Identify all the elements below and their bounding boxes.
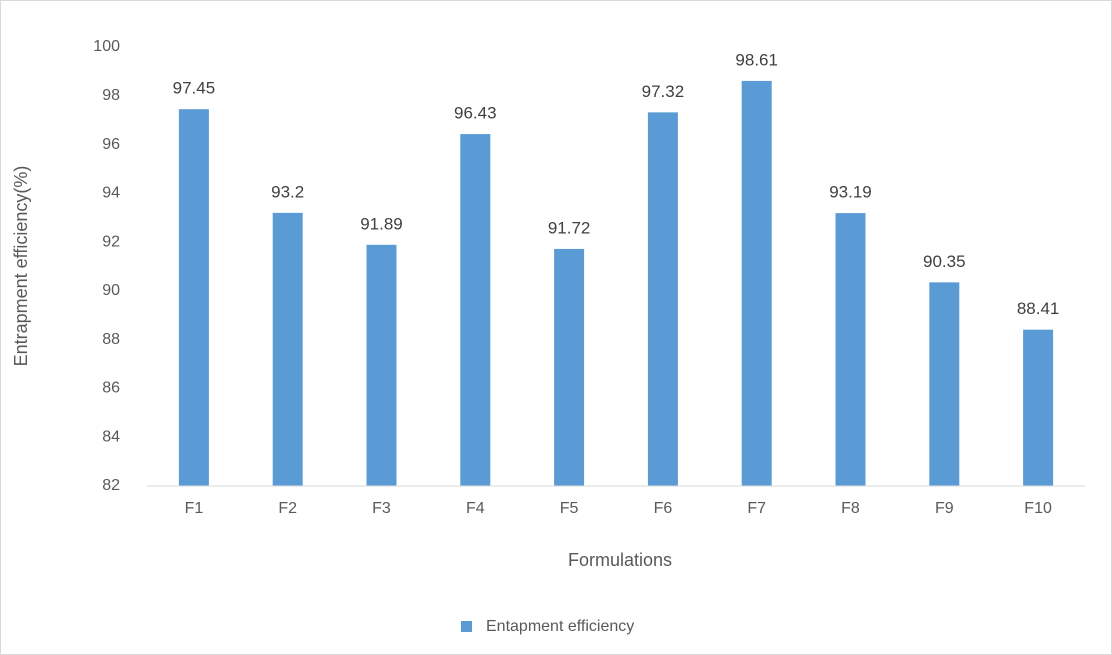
x-axis-label: Formulations (568, 550, 672, 570)
y-tick-label: 98 (102, 87, 120, 104)
data-label: 97.32 (642, 82, 685, 101)
y-tick-label: 100 (93, 38, 120, 55)
bar (178, 109, 209, 487)
data-label: 97.45 (173, 79, 216, 98)
y-tick-label: 86 (102, 380, 120, 397)
y-tick-label: 82 (102, 477, 120, 494)
x-tick-label: F9 (935, 500, 954, 517)
bar (1023, 329, 1054, 486)
data-label: 98.61 (735, 50, 778, 69)
x-tick-label: F5 (560, 500, 579, 517)
data-label: 91.72 (548, 218, 591, 237)
x-tick-label: F8 (841, 500, 860, 517)
x-tick-label: F10 (1024, 500, 1052, 517)
data-label: 91.89 (360, 214, 403, 233)
y-axis-label: Entrapment efficiency(%) (11, 166, 31, 367)
legend-swatch (461, 621, 472, 632)
bar (460, 134, 491, 486)
data-label: 88.41 (1017, 299, 1060, 318)
x-tick-label: F7 (747, 500, 766, 517)
x-tick-label: F3 (372, 500, 391, 517)
bar (647, 112, 678, 487)
bar (554, 248, 585, 486)
bar (366, 244, 397, 486)
y-tick-label: 96 (102, 136, 120, 153)
bar (741, 80, 772, 486)
x-tick-label: F1 (185, 500, 204, 517)
data-label: 96.43 (454, 104, 497, 123)
y-tick-label: 92 (102, 233, 120, 250)
data-label: 90.35 (923, 252, 966, 271)
legend-label: Entapment efficiency (486, 618, 634, 635)
y-tick-label: 94 (102, 185, 120, 202)
bar (272, 212, 303, 486)
bar (835, 213, 866, 487)
y-tick-label: 88 (102, 331, 120, 348)
y-tick-label: 90 (102, 282, 120, 299)
y-tick-label: 84 (102, 428, 120, 445)
x-tick-label: F2 (278, 500, 297, 517)
data-label: 93.2 (271, 182, 304, 201)
bar (929, 282, 960, 486)
data-label: 93.19 (829, 183, 872, 202)
x-tick-label: F4 (466, 500, 485, 517)
x-tick-label: F6 (654, 500, 673, 517)
